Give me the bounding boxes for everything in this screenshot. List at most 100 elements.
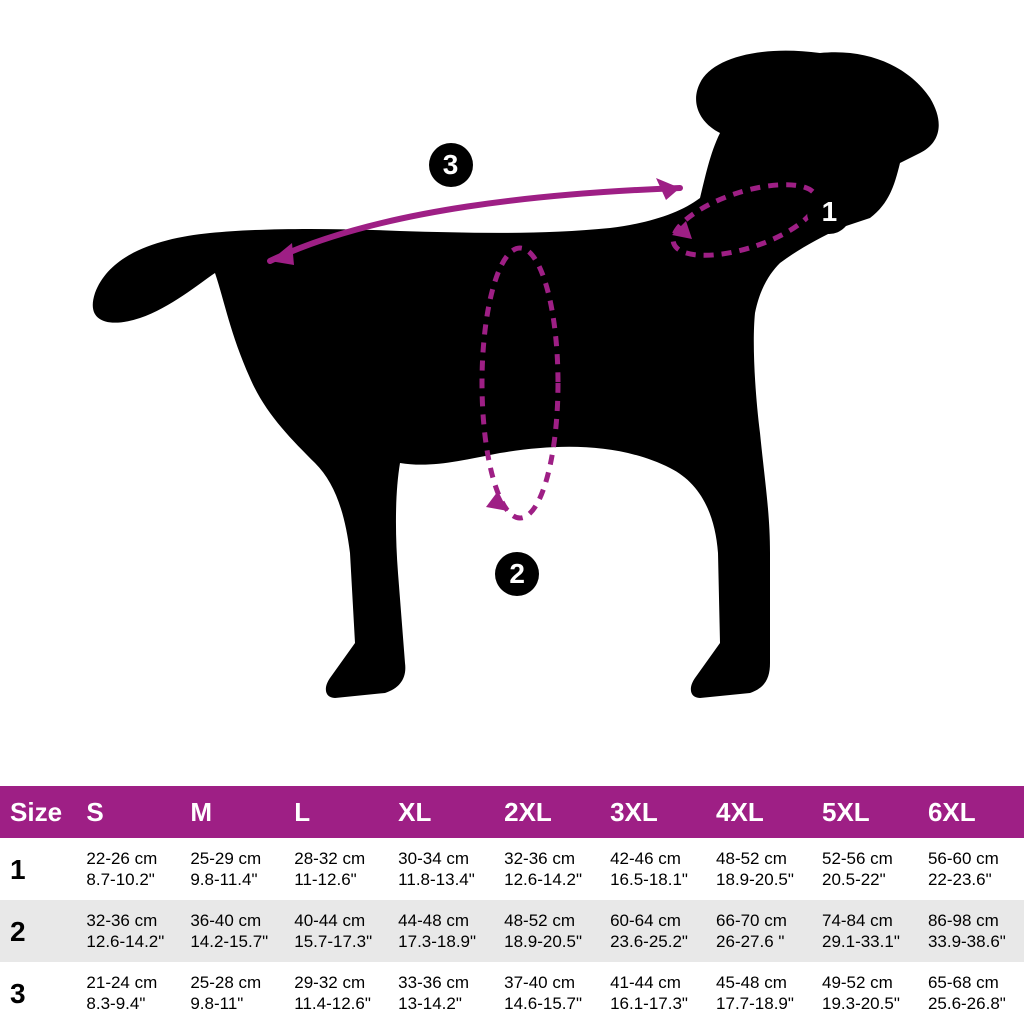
size-cell: 32-36 cm12.6-14.2" (494, 838, 600, 900)
measurement-marker-3: 3 (429, 143, 473, 187)
header-col: L (284, 786, 388, 838)
cell-inches: 16.1-17.3" (610, 993, 700, 1014)
header-col: XL (388, 786, 494, 838)
row-label: 1 (0, 838, 76, 900)
cell-inches: 20.5-22" (822, 869, 912, 890)
size-cell: 60-64 cm23.6-25.2" (600, 900, 706, 962)
size-cell: 48-52 cm18.9-20.5" (706, 838, 812, 900)
header-col: 4XL (706, 786, 812, 838)
size-cell: 33-36 cm13-14.2" (388, 962, 494, 1024)
cell-inches: 22-23.6" (928, 869, 1018, 890)
dog-silhouette-svg (0, 0, 1024, 786)
size-cell: 37-40 cm14.6-15.7" (494, 962, 600, 1024)
size-cell: 41-44 cm16.1-17.3" (600, 962, 706, 1024)
table-body: 122-26 cm8.7-10.2"25-29 cm9.8-11.4"28-32… (0, 838, 1024, 1024)
size-cell: 30-34 cm11.8-13.4" (388, 838, 494, 900)
size-cell: 48-52 cm18.9-20.5" (494, 900, 600, 962)
cell-cm: 28-32 cm (294, 848, 382, 869)
cell-cm: 48-52 cm (504, 910, 594, 931)
size-cell: 74-84 cm29.1-33.1" (812, 900, 918, 962)
cell-inches: 11-12.6" (294, 869, 382, 890)
size-cell: 29-32 cm11.4-12.6" (284, 962, 388, 1024)
cell-inches: 18.9-20.5" (716, 869, 806, 890)
cell-inches: 17.7-18.9" (716, 993, 806, 1014)
cell-inches: 8.7-10.2" (86, 869, 174, 890)
cell-inches: 11.4-12.6" (294, 993, 382, 1014)
cell-inches: 8.3-9.4" (86, 993, 174, 1014)
cell-cm: 52-56 cm (822, 848, 912, 869)
header-col: 3XL (600, 786, 706, 838)
header-col: S (76, 786, 180, 838)
size-cell: 21-24 cm8.3-9.4" (76, 962, 180, 1024)
cell-inches: 12.6-14.2" (504, 869, 594, 890)
cell-inches: 9.8-11" (190, 993, 278, 1014)
cell-cm: 32-36 cm (86, 910, 174, 931)
size-chart-table: Size SMLXL2XL3XL4XL5XL6XL 122-26 cm8.7-1… (0, 786, 1024, 1024)
marker-label: 2 (509, 558, 525, 590)
size-cell: 45-48 cm17.7-18.9" (706, 962, 812, 1024)
table-header-row: Size SMLXL2XL3XL4XL5XL6XL (0, 786, 1024, 838)
cell-inches: 25.6-26.8" (928, 993, 1018, 1014)
cell-cm: 48-52 cm (716, 848, 806, 869)
size-cell: 22-26 cm8.7-10.2" (76, 838, 180, 900)
cell-inches: 29.1-33.1" (822, 931, 912, 952)
cell-cm: 32-36 cm (504, 848, 594, 869)
cell-inches: 14.6-15.7" (504, 993, 594, 1014)
header-col: M (180, 786, 284, 838)
row-label: 2 (0, 900, 76, 962)
cell-cm: 30-34 cm (398, 848, 488, 869)
cell-cm: 60-64 cm (610, 910, 700, 931)
cell-cm: 25-29 cm (190, 848, 278, 869)
cell-inches: 13-14.2" (398, 993, 488, 1014)
size-cell: 86-98 cm33.9-38.6" (918, 900, 1024, 962)
size-cell: 49-52 cm19.3-20.5" (812, 962, 918, 1024)
cell-cm: 49-52 cm (822, 972, 912, 993)
cell-cm: 44-48 cm (398, 910, 488, 931)
cell-inches: 14.2-15.7" (190, 931, 278, 952)
table-row: 232-36 cm12.6-14.2"36-40 cm14.2-15.7"40-… (0, 900, 1024, 962)
cell-inches: 23.6-25.2" (610, 931, 700, 952)
row-label: 3 (0, 962, 76, 1024)
size-cell: 25-29 cm9.8-11.4" (180, 838, 284, 900)
measurement-marker-2: 2 (495, 552, 539, 596)
header-col: 5XL (812, 786, 918, 838)
cell-cm: 41-44 cm (610, 972, 700, 993)
cell-cm: 66-70 cm (716, 910, 806, 931)
cell-cm: 40-44 cm (294, 910, 382, 931)
cell-cm: 36-40 cm (190, 910, 278, 931)
cell-inches: 11.8-13.4" (398, 869, 488, 890)
cell-cm: 74-84 cm (822, 910, 912, 931)
size-cell: 66-70 cm26-27.6 " (706, 900, 812, 962)
cell-inches: 15.7-17.3" (294, 931, 382, 952)
size-cell: 52-56 cm20.5-22" (812, 838, 918, 900)
cell-inches: 17.3-18.9" (398, 931, 488, 952)
cell-cm: 65-68 cm (928, 972, 1018, 993)
header-size-label: Size (0, 786, 76, 838)
cell-cm: 22-26 cm (86, 848, 174, 869)
cell-inches: 18.9-20.5" (504, 931, 594, 952)
size-cell: 65-68 cm25.6-26.8" (918, 962, 1024, 1024)
dog-measurement-diagram: 1 2 3 (0, 0, 1024, 786)
cell-cm: 25-28 cm (190, 972, 278, 993)
cell-cm: 56-60 cm (928, 848, 1018, 869)
table-row: 122-26 cm8.7-10.2"25-29 cm9.8-11.4"28-32… (0, 838, 1024, 900)
cell-cm: 21-24 cm (86, 972, 174, 993)
cell-cm: 29-32 cm (294, 972, 382, 993)
size-cell: 32-36 cm12.6-14.2" (76, 900, 180, 962)
marker-label: 1 (822, 196, 838, 228)
cell-inches: 12.6-14.2" (86, 931, 174, 952)
measurement-marker-1: 1 (807, 190, 851, 234)
cell-inches: 26-27.6 " (716, 931, 806, 952)
size-cell: 56-60 cm22-23.6" (918, 838, 1024, 900)
marker-label: 3 (443, 149, 459, 181)
size-cell: 40-44 cm15.7-17.3" (284, 900, 388, 962)
table-row: 321-24 cm8.3-9.4"25-28 cm9.8-11"29-32 cm… (0, 962, 1024, 1024)
size-cell: 28-32 cm11-12.6" (284, 838, 388, 900)
chest-measure-arrowhead (486, 491, 508, 511)
cell-cm: 33-36 cm (398, 972, 488, 993)
cell-inches: 9.8-11.4" (190, 869, 278, 890)
size-cell: 25-28 cm9.8-11" (180, 962, 284, 1024)
size-cell: 42-46 cm16.5-18.1" (600, 838, 706, 900)
cell-inches: 33.9-38.6" (928, 931, 1018, 952)
size-cell: 44-48 cm17.3-18.9" (388, 900, 494, 962)
